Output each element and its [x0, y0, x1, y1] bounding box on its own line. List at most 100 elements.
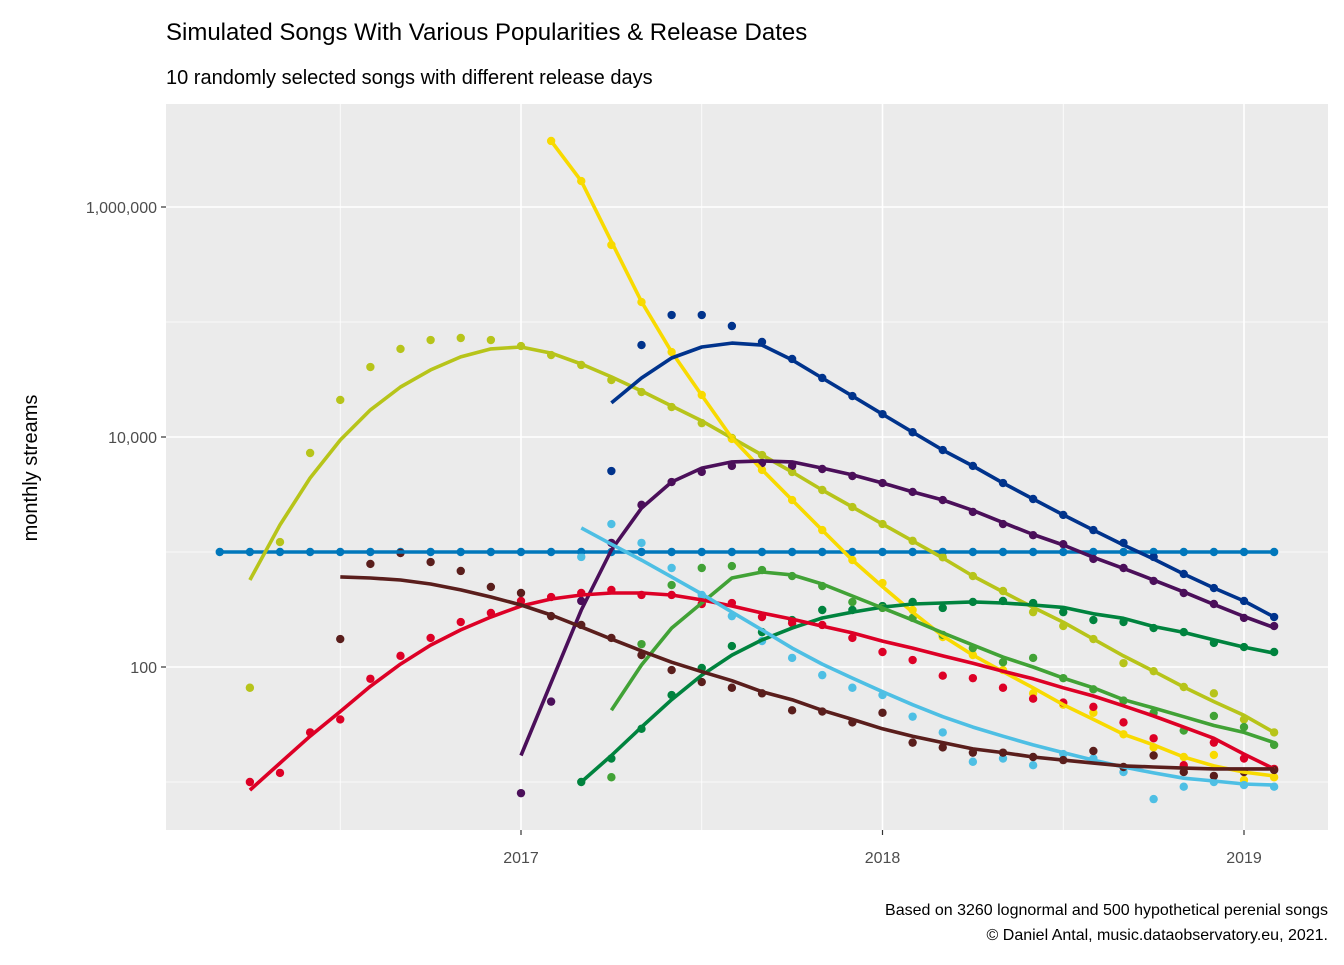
data-point — [848, 683, 857, 692]
data-point — [607, 773, 616, 782]
data-point — [546, 697, 556, 706]
data-point — [336, 395, 345, 405]
data-point — [697, 677, 706, 687]
data-point — [1028, 694, 1038, 703]
axis-ticks: 100 10,000 1,000,000 2017 2018 2019 — [86, 200, 1262, 867]
data-point — [1119, 718, 1128, 727]
data-point — [727, 321, 737, 331]
fit-line — [519, 459, 1275, 757]
data-point — [908, 738, 917, 747]
data-point — [787, 706, 797, 715]
fit-line — [580, 526, 1275, 787]
data-point — [245, 683, 255, 692]
data-point — [396, 344, 405, 354]
data-point — [426, 335, 435, 345]
data-point — [667, 563, 676, 573]
x-tick-label: 2018 — [865, 850, 901, 867]
data-point — [818, 670, 827, 680]
data-point — [727, 561, 737, 571]
data-point — [1089, 702, 1098, 712]
data-point — [607, 519, 616, 529]
data-point — [607, 466, 616, 476]
y-axis-title: monthly streams — [20, 395, 42, 542]
fit-lines — [219, 139, 1275, 792]
data-point — [998, 683, 1008, 692]
fit-line — [340, 575, 1275, 771]
data-point — [1028, 760, 1038, 770]
data-point — [1149, 794, 1158, 804]
data-point — [516, 788, 526, 798]
data-point — [305, 448, 315, 458]
data-point — [968, 757, 978, 766]
data-point — [1059, 607, 1068, 617]
data-point — [456, 617, 465, 627]
x-tick-label: 2017 — [503, 850, 539, 867]
fit-line — [248, 345, 1275, 734]
data-point — [938, 728, 947, 737]
data-point — [366, 674, 375, 683]
data-point — [1089, 708, 1098, 717]
data-point — [908, 712, 917, 721]
data-point — [1149, 734, 1158, 743]
data-point — [727, 641, 737, 651]
data-point — [908, 655, 917, 665]
data-point — [486, 335, 496, 345]
data-point — [938, 671, 947, 680]
data-point — [336, 715, 345, 724]
data-point — [998, 754, 1008, 763]
data-point — [697, 310, 706, 320]
data-point — [366, 559, 375, 569]
data-point — [878, 708, 887, 717]
data-point — [215, 547, 224, 557]
y-tick-label: 100 — [130, 660, 157, 677]
fit-line — [609, 570, 1275, 745]
data-point — [366, 362, 375, 372]
data-point — [245, 777, 255, 787]
data-point — [637, 639, 646, 649]
data-point — [577, 552, 586, 562]
caption-line-1: Based on 3260 lognormal and 500 hypothet… — [885, 902, 1328, 919]
data-point — [275, 768, 285, 778]
data-point — [275, 537, 285, 547]
fit-line — [248, 591, 1275, 792]
data-point — [1179, 767, 1188, 777]
data-point — [1089, 615, 1098, 625]
data-point — [938, 743, 947, 752]
data-point — [667, 580, 676, 590]
data-point — [637, 538, 646, 548]
data-point — [968, 673, 978, 683]
data-point — [818, 605, 827, 615]
data-point — [1028, 653, 1038, 663]
data-point — [1119, 658, 1128, 668]
data-point — [396, 651, 405, 661]
fit-line — [580, 600, 1275, 784]
chart-title: Simulated Songs With Various Popularitie… — [166, 19, 807, 46]
data-point — [426, 557, 435, 567]
y-tick-label: 1,000,000 — [86, 200, 157, 217]
data-point — [878, 647, 887, 657]
data-point — [667, 665, 676, 675]
data-point — [938, 603, 947, 613]
data-point — [1239, 722, 1249, 732]
data-point — [1209, 711, 1219, 721]
data-point — [1209, 771, 1219, 781]
data-point — [697, 563, 706, 573]
data-point — [456, 566, 465, 576]
fit-line — [549, 139, 1275, 778]
data-point — [516, 588, 526, 598]
data-point — [787, 653, 797, 663]
data-point — [667, 310, 676, 320]
data-point — [848, 633, 857, 643]
data-point — [1179, 782, 1188, 791]
data-point — [336, 634, 345, 644]
data-point — [998, 658, 1008, 667]
data-point — [1209, 750, 1219, 760]
data-point — [1089, 746, 1098, 756]
data-point — [426, 633, 435, 643]
data-point — [1149, 751, 1158, 760]
data-point — [727, 683, 737, 692]
data-point — [637, 340, 646, 350]
data-point — [1269, 547, 1279, 557]
y-tick-label: 10,000 — [108, 430, 157, 447]
fit-line — [610, 341, 1275, 619]
